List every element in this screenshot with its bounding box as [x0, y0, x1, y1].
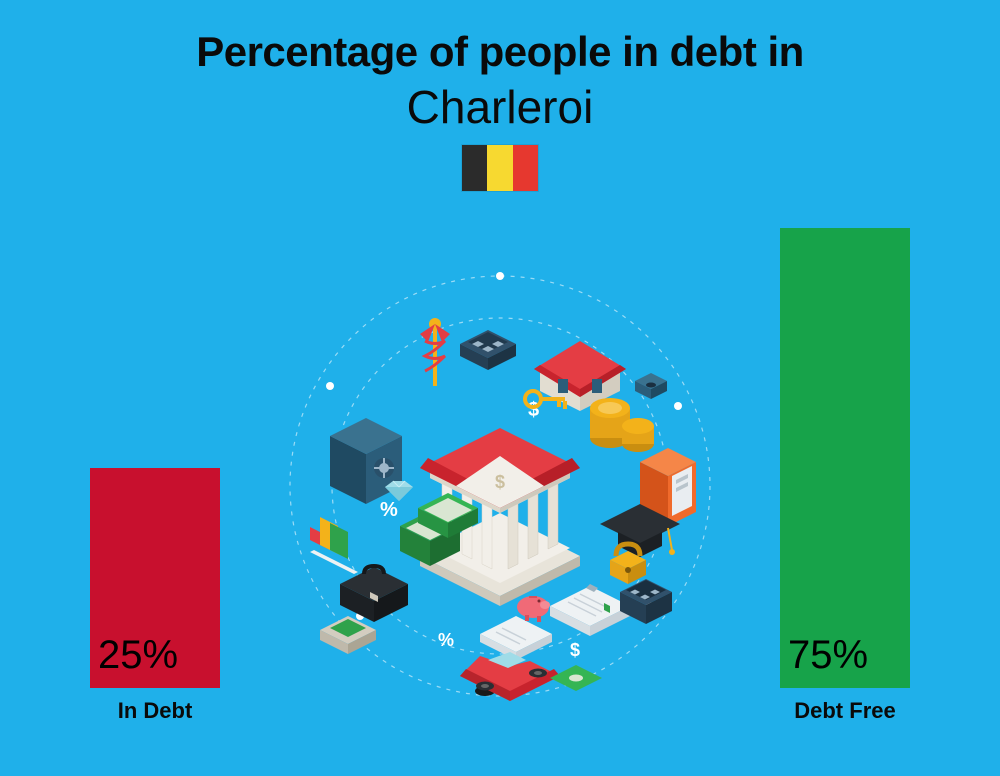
coins-icon: [590, 398, 654, 452]
svg-text:%: %: [438, 630, 454, 650]
diamond-icon: [385, 481, 413, 501]
cash-icon: [550, 665, 602, 691]
bar-rect: 75%: [780, 228, 910, 688]
bar-label: Debt Free: [745, 698, 945, 724]
caduceus-icon: [420, 318, 450, 386]
svg-text:$: $: [570, 640, 580, 660]
camera-icon: [635, 373, 667, 399]
bar-debt-free: 75% Debt Free: [780, 228, 910, 688]
finance-illustration: $ % % $: [270, 256, 730, 716]
bar-value: 75%: [788, 633, 868, 678]
illustration-svg: $ % % $: [270, 256, 730, 716]
bar-in-debt: 25% In Debt: [90, 468, 220, 688]
bar-value: 25%: [98, 633, 178, 678]
barchart-icon: [310, 517, 358, 574]
flag-stripe: [462, 145, 487, 191]
clipboard-icon: [550, 584, 630, 636]
car-icon: [460, 652, 560, 701]
flag-stripe: [513, 145, 538, 191]
bar-rect: 25%: [90, 468, 220, 688]
piggybank-icon: [517, 596, 550, 622]
page-title: Percentage of people in debt in: [0, 0, 1000, 76]
chart-area: 25% In Debt 75% Debt Free $ % % $: [0, 216, 1000, 736]
svg-text:$: $: [528, 399, 539, 421]
belgium-flag-icon: [461, 144, 539, 192]
svg-text:$: $: [495, 472, 505, 492]
bar-label: In Debt: [55, 698, 255, 724]
flag-stripe: [487, 145, 512, 191]
page-subtitle: Charleroi: [0, 80, 1000, 134]
svg-text:%: %: [380, 499, 398, 521]
briefcase-icon: [340, 566, 408, 622]
calculator-icon: [460, 330, 516, 370]
